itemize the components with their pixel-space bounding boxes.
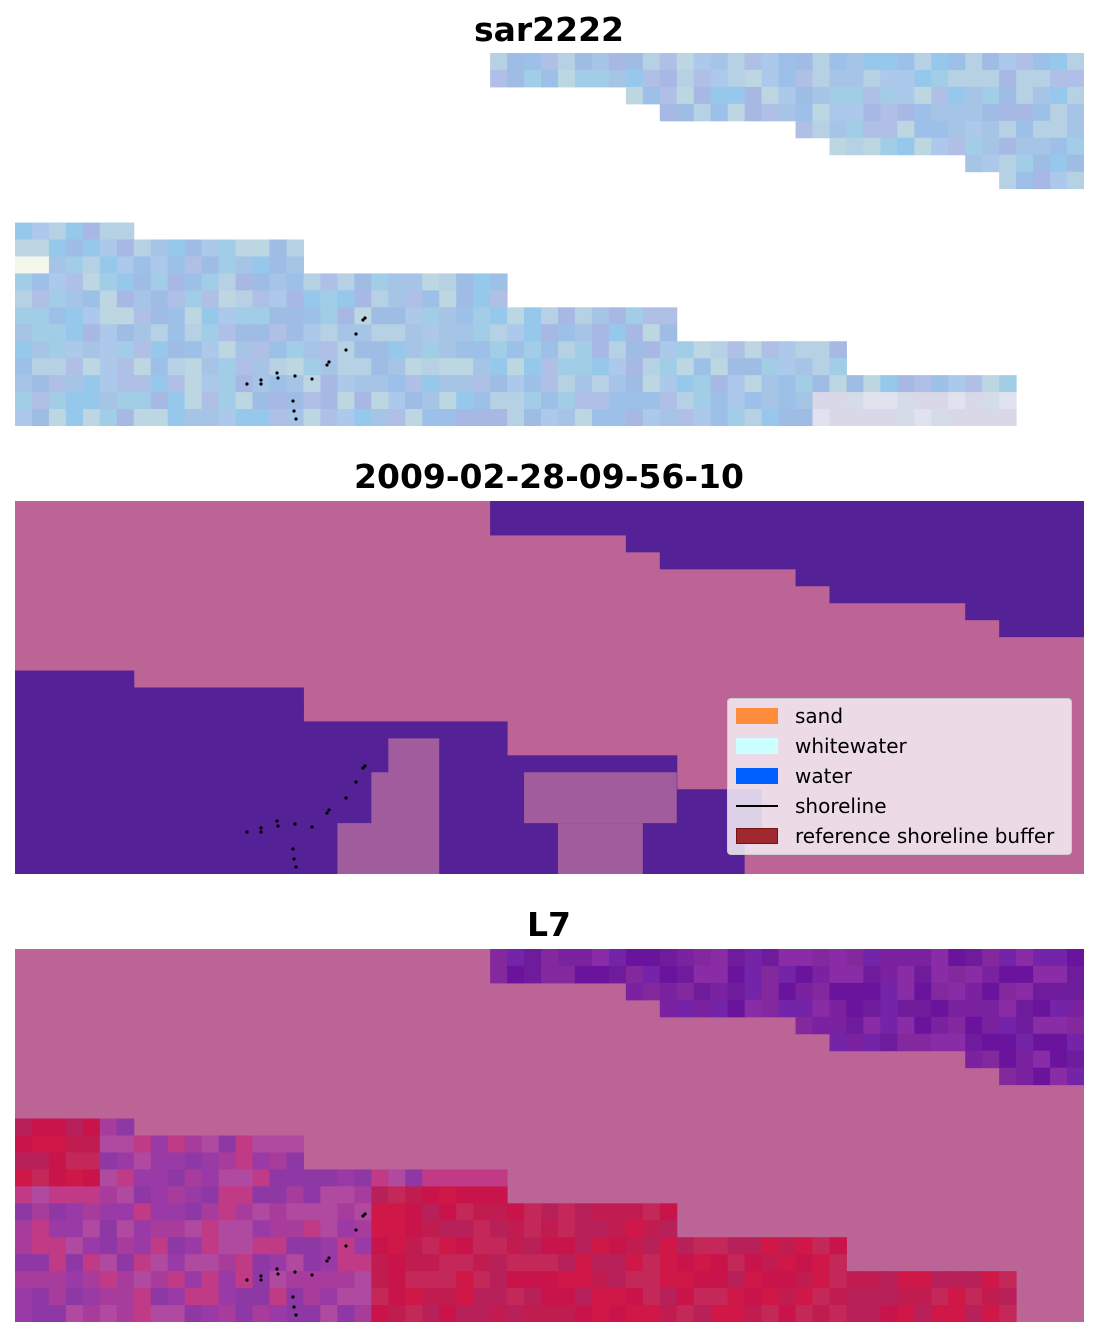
- rgb-image-panel: [15, 53, 1084, 426]
- rgb-image: [15, 53, 1084, 426]
- panel-title-rgb: sar2222: [473, 10, 625, 49]
- panel-title-classified: 2009-02-28-09-56-10: [354, 457, 744, 496]
- legend-item-water: water: [736, 764, 852, 788]
- legend-label-water: water: [795, 764, 852, 788]
- shoreline-points: [245, 1212, 367, 1317]
- legend-label-sand: sand: [795, 704, 844, 728]
- sand-swatch: [736, 708, 778, 724]
- water-swatch: [736, 768, 778, 784]
- legend-label-whitewater: whitewater: [795, 734, 907, 758]
- panel-title-index: L7: [527, 905, 571, 944]
- legend: sand whitewater water shoreline referenc…: [727, 698, 1072, 855]
- index-image: [15, 949, 1084, 1322]
- index-image-panel: [15, 949, 1084, 1322]
- reference-buffer-swatch: [736, 828, 778, 844]
- shoreline-points: [245, 316, 367, 421]
- legend-item-whitewater: whitewater: [736, 734, 907, 758]
- legend-item-sand: sand: [736, 704, 843, 728]
- legend-label-shoreline: shoreline: [795, 794, 887, 818]
- whitewater-swatch: [736, 738, 778, 754]
- shoreline-points: [245, 764, 367, 869]
- legend-item-shoreline: shoreline: [736, 794, 887, 818]
- legend-item-reference-buffer: reference shoreline buffer: [736, 824, 1054, 848]
- shoreline-line-sample: [736, 805, 778, 807]
- legend-label-reference-buffer: reference shoreline buffer: [795, 824, 1055, 848]
